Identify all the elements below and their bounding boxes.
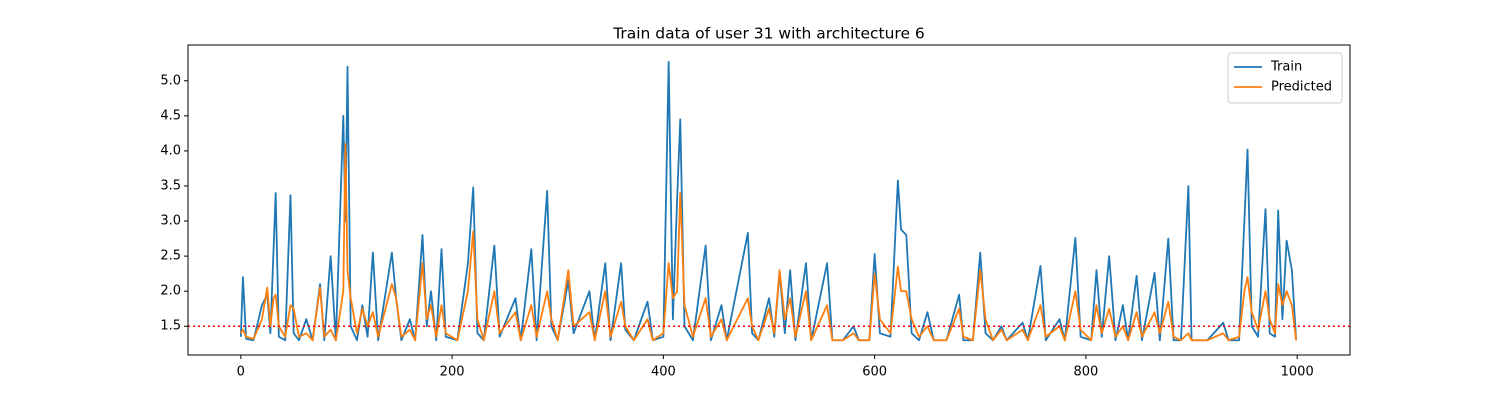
- x-tick-label: 800: [1073, 365, 1098, 380]
- plot-frame: [187, 44, 1351, 356]
- y-tick-label: 4.5: [160, 108, 181, 123]
- y-tick-label: 1.5: [160, 319, 181, 334]
- x-tick-label: 600: [862, 365, 887, 380]
- y-tick-label: 3.0: [160, 214, 181, 229]
- y-tick-label: 2.5: [160, 249, 181, 264]
- series-line: [239, 60, 1298, 342]
- legend-box: [1227, 52, 1343, 104]
- y-tick-label: 3.5: [160, 178, 181, 193]
- y-tick-label: 2.0: [160, 284, 181, 299]
- x-tick-label: 200: [440, 365, 465, 380]
- x-tick-label: 0: [237, 365, 245, 380]
- chart-title: Train data of user 31 with architecture …: [612, 25, 925, 43]
- legend-label: Train: [1270, 60, 1302, 75]
- x-tick-label: 1000: [1281, 365, 1314, 380]
- x-tick-label: 400: [651, 365, 676, 380]
- y-tick-label: 4.0: [160, 143, 181, 158]
- legend-label: Predicted: [1271, 80, 1332, 95]
- series-line: [240, 142, 1298, 342]
- y-tick-label: 5.0: [160, 73, 181, 88]
